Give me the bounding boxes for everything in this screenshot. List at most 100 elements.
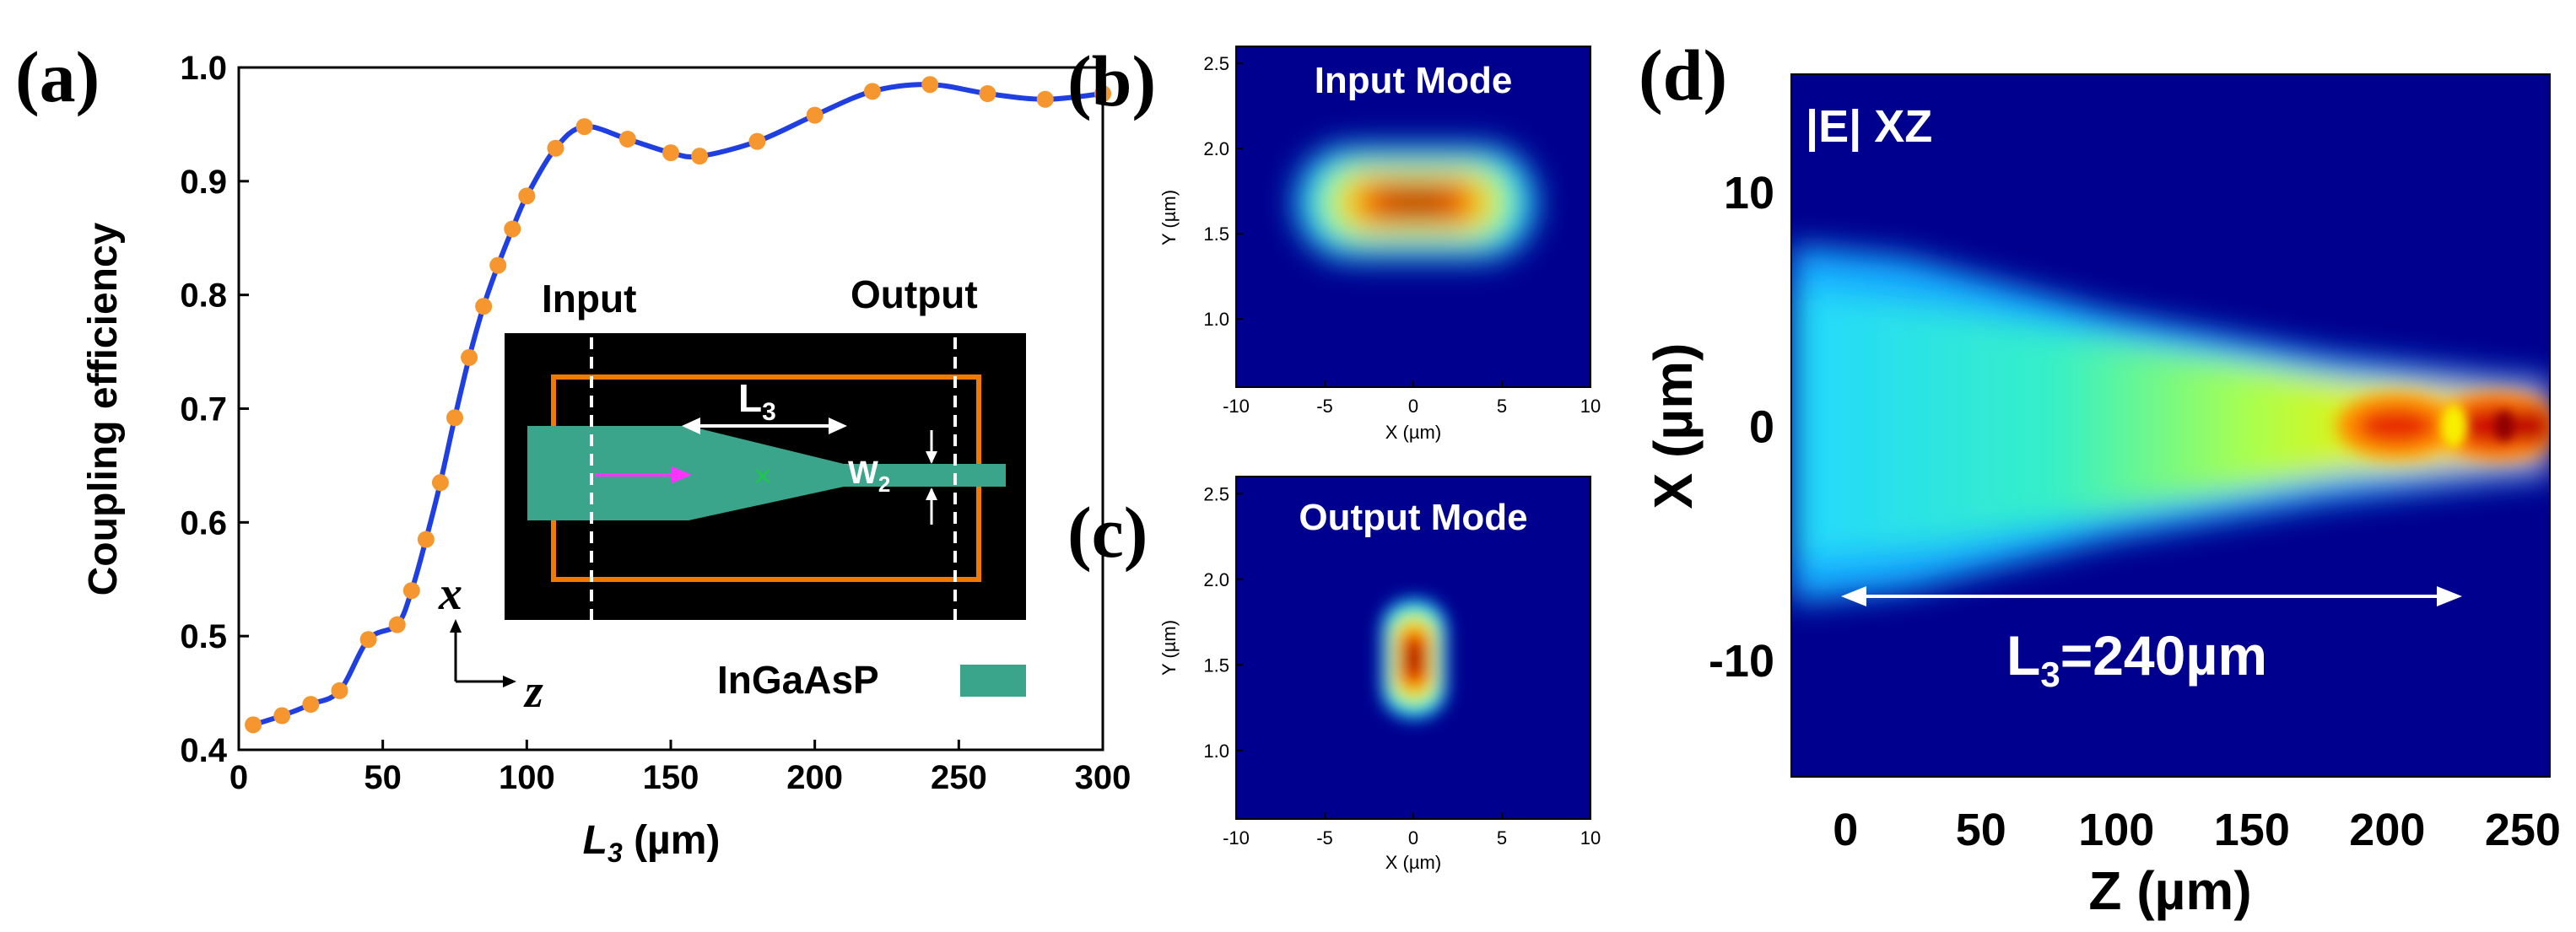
y-tick-label-a: 1.0 <box>180 50 227 87</box>
input-label: Input <box>542 277 636 321</box>
axis-z-arrow-head <box>503 676 516 687</box>
y-tick-label-a: 0.4 <box>180 732 227 769</box>
x-tick-label: 5 <box>1497 827 1507 848</box>
data-point <box>446 409 463 427</box>
heatmap-c-title: Output Mode <box>1299 497 1527 538</box>
x-tick-label-d: 150 <box>2214 805 2290 855</box>
launch-arrow-head <box>672 466 692 483</box>
data-point <box>691 148 709 165</box>
heatmap-b-ticks: -10 -5 0 5 10 1.0 1.5 2.0 2.5 <box>1203 53 1601 417</box>
axis-x-arrow-head <box>450 619 462 633</box>
panel-label-d: (d) <box>1639 35 1727 116</box>
x-tick-label-a: 150 <box>643 759 699 796</box>
panel-a: (a) 0.4 0.5 0.6 0.7 0.8 0.9 1.0 0 50 100 150 200 25… <box>15 36 1131 868</box>
output-label: Output <box>851 272 978 316</box>
data-point <box>1036 90 1054 108</box>
heatmap-c-xlabel: X (µm) <box>1385 852 1441 873</box>
w2-arrow-bottom-head <box>926 488 937 500</box>
x-tick-label: 0 <box>1408 827 1418 848</box>
x-tick-label: 5 <box>1497 396 1507 417</box>
heatmap-d-ylabel: X (µm) <box>1643 343 1704 509</box>
data-point <box>388 616 406 633</box>
x-axis-ticks-a: 0 50 100 150 200 250 300 <box>230 740 1131 796</box>
data-point <box>431 474 449 492</box>
y-tick-label: 2.0 <box>1203 569 1229 590</box>
output-mode-field <box>1381 599 1447 719</box>
data-point <box>302 696 320 714</box>
data-point <box>618 130 636 148</box>
waveguide-inset: × L3 W2 <box>505 333 1026 620</box>
propagation-field <box>1791 245 2550 603</box>
panel-d: (d) |E| XZ L3=240µm 0 50 10 <box>1639 35 2561 921</box>
y-tick-label-a: 0.5 <box>180 618 227 655</box>
y-tick-label-a: 0.8 <box>180 277 227 315</box>
w2-arrow-top-head <box>926 451 937 464</box>
data-point <box>662 144 679 162</box>
heatmap-d-frame <box>1790 73 2551 778</box>
x-tick-label: 10 <box>1580 396 1601 417</box>
heatmap-b-title: Input Mode <box>1315 60 1513 101</box>
y-tick-label: 2.0 <box>1203 138 1229 159</box>
y-tick-label: 1.0 <box>1203 741 1229 762</box>
data-point <box>504 220 521 238</box>
data-point <box>359 631 377 649</box>
y-tick-label-a: 0.9 <box>180 164 227 201</box>
x-tick-label: -5 <box>1316 827 1333 848</box>
panel-b: (b) Input Mode -10 -5 0 5 10 1.0 1.5 2.0 2.5 X (… <box>1067 40 1601 443</box>
x-tick-label: 10 <box>1580 827 1601 848</box>
data-point <box>921 76 939 94</box>
propagation-length-label: L3=240µm <box>2006 624 2267 694</box>
x-tick-label: -5 <box>1316 396 1333 417</box>
y-tick-label-d: 10 <box>1724 168 1774 218</box>
l3-arrow-left-head <box>682 418 700 434</box>
w2-label: W2 <box>848 455 890 497</box>
l3-label: L3 <box>738 376 776 426</box>
heatmap-b-xlabel: X (µm) <box>1385 422 1441 443</box>
y-tick-label: 2.5 <box>1203 53 1229 74</box>
monitor-x-marker: × <box>752 461 773 491</box>
data-point <box>979 85 996 103</box>
y-tick-label: 1.5 <box>1203 655 1229 676</box>
input-mode-field <box>1295 145 1536 260</box>
legend-ingaasp-swatch <box>960 665 1026 697</box>
data-point <box>461 348 478 366</box>
x-tick-label-a: 0 <box>230 759 248 796</box>
y-tick-label: 2.5 <box>1203 483 1229 504</box>
axis-x-symbol: x <box>438 568 462 620</box>
propagation-length-arrow-right <box>2437 586 2462 606</box>
x-tick-label: -10 <box>1223 396 1250 417</box>
y-tick-label-a: 0.6 <box>180 504 227 541</box>
x-tick-label-a: 250 <box>931 759 987 796</box>
heatmap-d-xlabel: Z (µm) <box>2088 860 2251 921</box>
x-tick-label-d: 50 <box>1956 805 2006 855</box>
panel-label-a: (a) <box>15 36 100 117</box>
y-axis-label-a: Coupling efficiency <box>81 222 126 595</box>
data-point <box>748 132 766 150</box>
data-point <box>518 187 536 205</box>
heatmap-b-ylabel: Y (µm) <box>1158 190 1180 245</box>
y-tick-label: 1.5 <box>1203 224 1229 245</box>
series-markers <box>245 76 1111 734</box>
y-axis-ticks-a: 0.4 0.5 0.6 0.7 0.8 0.9 1.0 <box>180 50 249 769</box>
x-tick-label-a: 100 <box>499 759 555 796</box>
y-tick-label-d: 0 <box>1749 402 1774 453</box>
heatmap-c-ylabel: Y (µm) <box>1158 620 1180 676</box>
data-point <box>575 118 593 136</box>
panel-c: (c) Output Mode -10 -5 0 5 10 1.0 1.5 2.0 2.5 X … <box>1067 476 1601 873</box>
y-tick-label-d: -10 <box>1709 636 1774 687</box>
l3-arrow-right-head <box>829 418 847 434</box>
x-tick-label: -10 <box>1223 827 1250 848</box>
x-tick-label-d: 100 <box>2078 805 2154 855</box>
heatmap-d-title: |E| XZ <box>1806 101 1932 153</box>
panel-label-c: (c) <box>1067 492 1148 573</box>
data-point <box>331 681 348 699</box>
heatmap-c-ticks: -10 -5 0 5 10 1.0 1.5 2.0 2.5 <box>1203 483 1601 848</box>
x-tick-label-d: 250 <box>2485 805 2561 855</box>
data-point <box>417 531 435 548</box>
x-axis-label-a: L3 (µm) <box>583 818 721 868</box>
y-tick-label-a: 0.7 <box>180 391 227 428</box>
data-point <box>475 298 493 315</box>
data-point <box>402 582 420 600</box>
